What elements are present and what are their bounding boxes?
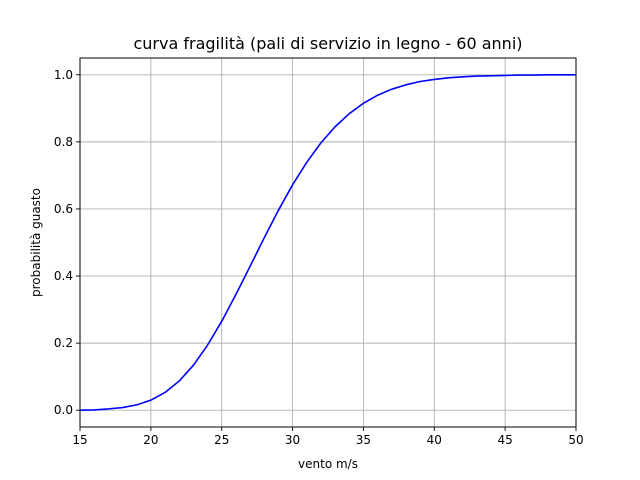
axis-ticks: 15 20 25 30 35 40 45 50 0.0 0.2 0.4 0.6 0.8 1.0 — [54, 68, 584, 447]
y-tick-label: 0.6 — [54, 202, 73, 216]
chart-title: curva fragilità (pali di servizio in leg… — [133, 34, 522, 53]
x-axis-label: vento m/s — [298, 457, 358, 471]
x-tick-label: 20 — [143, 433, 158, 447]
x-tick-label: 50 — [568, 433, 583, 447]
y-axis-label: probabilità guasto — [29, 188, 43, 297]
x-tick-label: 25 — [214, 433, 229, 447]
x-tick-label: 45 — [498, 433, 513, 447]
y-tick-label: 0.4 — [54, 269, 73, 283]
x-tick-label: 40 — [427, 433, 442, 447]
y-tick-label: 1.0 — [54, 68, 73, 82]
series-layer — [79, 73, 576, 412]
x-tick-label: 30 — [285, 433, 300, 447]
y-tick-label: 0.0 — [54, 403, 73, 417]
grid-lines — [79, 58, 577, 427]
y-tick-label: 0.2 — [54, 336, 73, 350]
series-line — [79, 73, 576, 412]
plot-frame — [79, 57, 577, 428]
x-tick-label: 15 — [72, 433, 87, 447]
x-tick-label: 35 — [356, 433, 371, 447]
y-tick-label: 0.8 — [54, 135, 73, 149]
